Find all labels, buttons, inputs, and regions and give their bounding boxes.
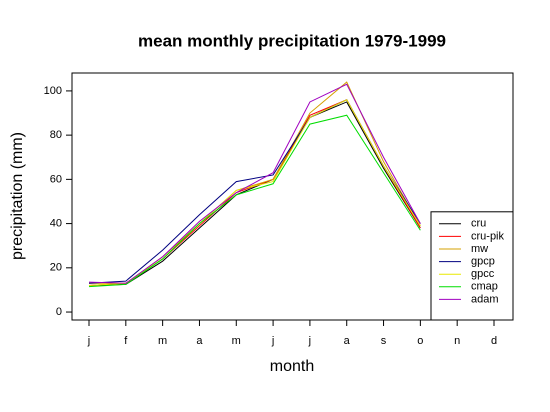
x-tick-label: m [158,335,167,347]
x-tick-label: a [196,335,203,347]
legend-label: cmap [471,281,498,293]
y-tick-label: 20 [50,262,62,274]
x-tick-label: j [87,335,90,347]
series-line [88,99,421,287]
x-tick-label: s [381,335,387,347]
y-tick-label: 80 [50,129,62,141]
y-tick-label: 60 [50,173,62,185]
series-line [88,99,421,284]
plot-frame [71,72,514,321]
x-axis-title: month [270,358,314,375]
y-tick-label: 100 [44,85,62,97]
legend-label: cru [471,218,486,230]
chart-title: mean monthly precipitation 1979-1999 [138,31,446,50]
series-line [88,101,421,287]
legend-label: gpcp [471,256,495,268]
legend-label: mw [471,243,488,255]
legend-label: cru-pik [471,230,505,242]
x-tick-label: n [454,335,460,347]
x-tick-label: j [271,335,274,347]
x-tick-label: d [491,335,497,347]
x-tick-label: m [232,335,241,347]
x-tick-label: o [417,335,423,347]
legend-label: adam [471,293,499,305]
x-tick-label: j [308,335,311,347]
y-axis-title: precipitation (mm) [9,132,26,260]
series-line [88,114,421,288]
x-tick-label: f [124,335,128,347]
series-line [88,83,421,284]
y-tick-label: 0 [56,306,62,318]
legend-label: gpcc [471,268,495,280]
y-tick-label: 40 [50,217,62,229]
x-tick-label: a [344,335,351,347]
legend-box [430,211,514,321]
series-line [88,99,421,287]
